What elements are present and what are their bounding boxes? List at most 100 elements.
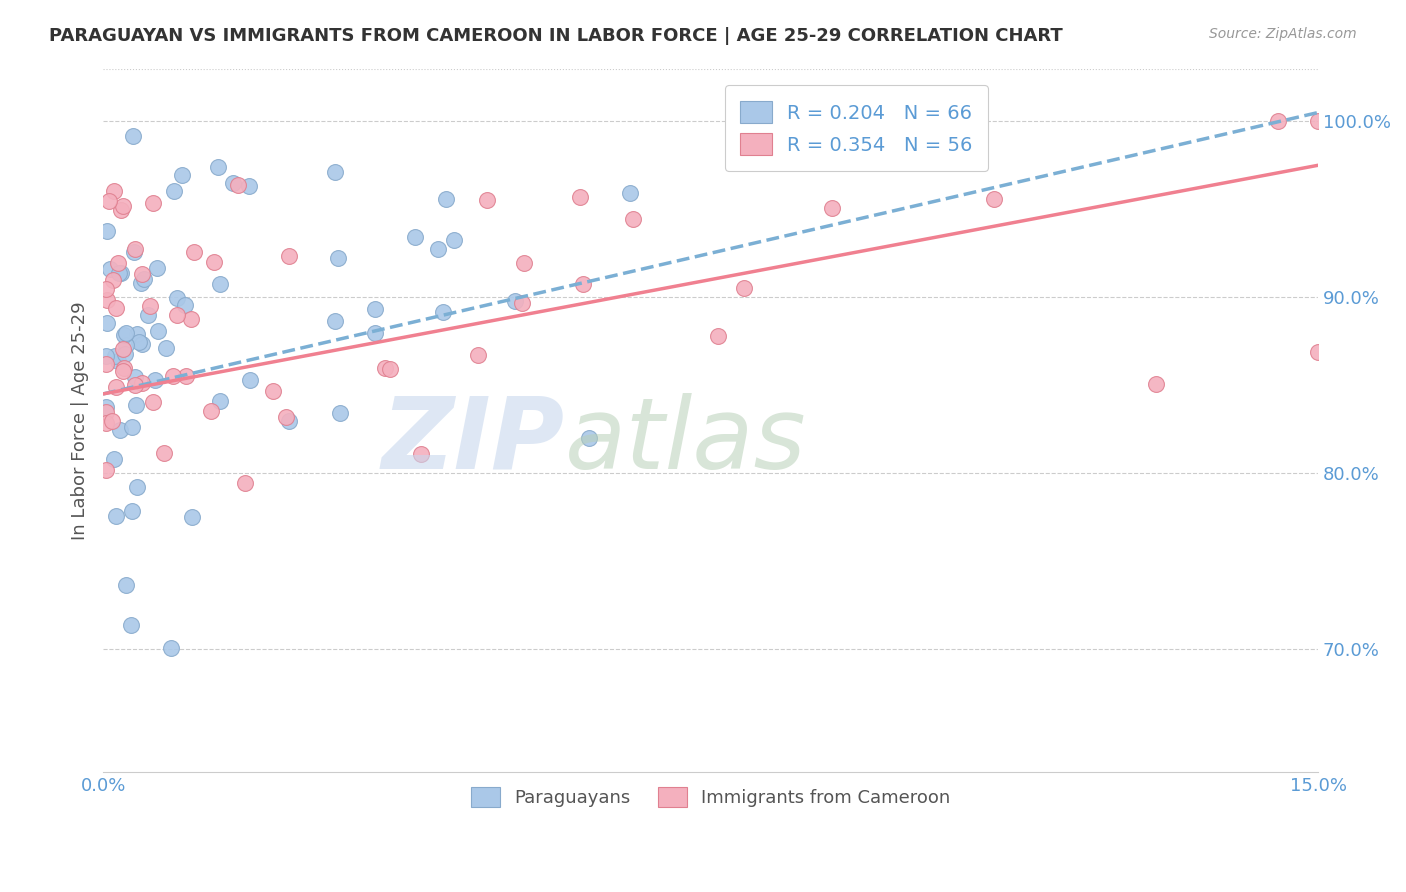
- Point: [103, 272, 125, 286]
- Point: [108, 265, 131, 279]
- Point: [1267, 114, 1289, 128]
- Point: [277, 249, 299, 263]
- Point: [274, 409, 297, 424]
- Point: [136, 309, 159, 323]
- Point: [619, 186, 641, 200]
- Point: [94, 405, 117, 419]
- Point: [277, 414, 299, 428]
- Point: [226, 178, 249, 193]
- Point: [115, 578, 138, 592]
- Point: [411, 447, 433, 461]
- Point: [112, 328, 135, 343]
- Point: [1144, 376, 1167, 391]
- Point: [707, 329, 730, 343]
- Point: [107, 354, 129, 368]
- Point: [323, 314, 346, 328]
- Point: [1308, 114, 1330, 128]
- Point: [94, 349, 117, 363]
- Point: [128, 335, 150, 350]
- Point: [364, 302, 387, 317]
- Point: [204, 254, 226, 268]
- Point: [207, 161, 229, 175]
- Point: [180, 311, 202, 326]
- Point: [513, 256, 536, 270]
- Point: [121, 504, 143, 518]
- Point: [114, 338, 136, 352]
- Point: [174, 368, 197, 383]
- Point: [153, 446, 176, 460]
- Point: [159, 640, 181, 655]
- Point: [111, 342, 134, 356]
- Point: [120, 617, 142, 632]
- Point: [404, 230, 426, 244]
- Point: [571, 277, 593, 291]
- Point: [146, 260, 169, 275]
- Point: [104, 380, 127, 394]
- Point: [114, 347, 136, 361]
- Point: [183, 245, 205, 260]
- Text: ZIP: ZIP: [382, 392, 565, 490]
- Point: [112, 361, 135, 376]
- Text: Source: ZipAtlas.com: Source: ZipAtlas.com: [1209, 27, 1357, 41]
- Point: [129, 277, 152, 291]
- Point: [325, 164, 347, 178]
- Point: [166, 291, 188, 305]
- Point: [432, 305, 454, 319]
- Point: [173, 298, 195, 312]
- Point: [104, 349, 127, 363]
- Point: [426, 242, 449, 256]
- Point: [510, 296, 533, 310]
- Point: [125, 398, 148, 412]
- Point: [104, 508, 127, 523]
- Point: [172, 168, 194, 182]
- Point: [166, 308, 188, 322]
- Point: [110, 266, 132, 280]
- Point: [374, 360, 396, 375]
- Point: [112, 199, 135, 213]
- Point: [122, 244, 145, 259]
- Point: [122, 129, 145, 144]
- Point: [208, 277, 231, 291]
- Point: [148, 324, 170, 338]
- Point: [124, 369, 146, 384]
- Point: [155, 341, 177, 355]
- Point: [121, 420, 143, 434]
- Text: atlas: atlas: [565, 392, 807, 490]
- Point: [131, 336, 153, 351]
- Point: [96, 224, 118, 238]
- Point: [105, 301, 128, 315]
- Point: [96, 400, 118, 414]
- Point: [329, 406, 352, 420]
- Point: [380, 362, 402, 376]
- Point: [180, 509, 202, 524]
- Point: [503, 293, 526, 308]
- Point: [94, 463, 117, 477]
- Point: [101, 413, 124, 427]
- Point: [98, 262, 121, 277]
- Point: [96, 293, 118, 308]
- Point: [142, 196, 165, 211]
- Point: [983, 193, 1005, 207]
- Point: [443, 233, 465, 247]
- Point: [94, 358, 117, 372]
- Point: [326, 252, 349, 266]
- Point: [200, 403, 222, 417]
- Point: [103, 451, 125, 466]
- Point: [94, 416, 117, 430]
- Point: [125, 480, 148, 494]
- Point: [222, 177, 245, 191]
- Point: [821, 201, 844, 215]
- Point: [96, 316, 118, 330]
- Point: [134, 272, 156, 286]
- Point: [163, 184, 186, 198]
- Legend: Paraguayans, Immigrants from Cameroon: Paraguayans, Immigrants from Cameroon: [463, 778, 959, 816]
- Point: [475, 193, 498, 207]
- Point: [1308, 344, 1330, 359]
- Point: [142, 395, 165, 409]
- Y-axis label: In Labor Force | Age 25-29: In Labor Force | Age 25-29: [72, 301, 89, 540]
- Point: [434, 193, 457, 207]
- Point: [107, 256, 129, 270]
- Point: [162, 369, 184, 384]
- Point: [108, 423, 131, 437]
- Point: [238, 178, 260, 193]
